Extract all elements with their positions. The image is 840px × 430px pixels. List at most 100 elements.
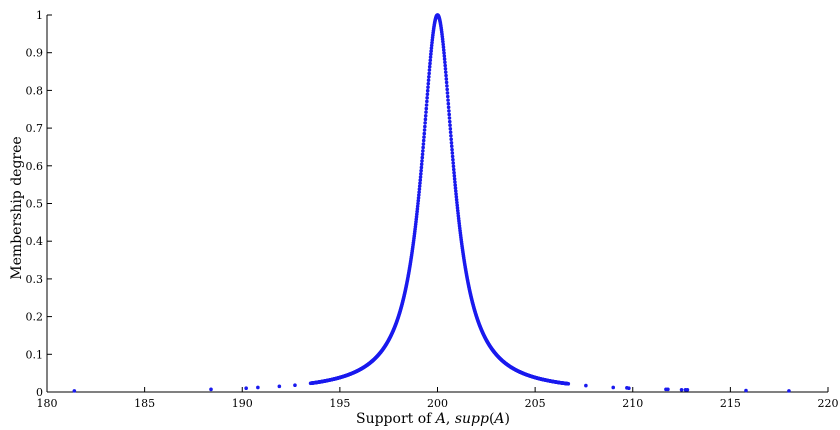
data-point xyxy=(429,46,434,50)
axes: 180 185 190 195 200 205 210 215 220 0 0.1 0.2 0.3 0.4… xyxy=(26,9,839,410)
data-point xyxy=(418,175,423,179)
data-point xyxy=(427,71,431,76)
x-tick-label: 215 xyxy=(720,397,741,410)
data-point xyxy=(446,101,451,106)
data-point xyxy=(421,145,425,150)
data-point xyxy=(425,92,430,97)
data-point xyxy=(415,209,419,214)
data-point xyxy=(443,67,448,71)
data-point xyxy=(451,164,456,169)
data-point xyxy=(451,157,455,162)
data-point xyxy=(448,123,452,127)
data-point xyxy=(627,386,631,391)
data-point xyxy=(419,172,423,176)
data-point xyxy=(421,142,426,146)
data-point xyxy=(447,112,451,117)
data-point xyxy=(424,103,429,107)
data-point xyxy=(417,193,421,197)
data-point xyxy=(422,131,427,136)
data-point xyxy=(423,113,428,118)
y-tick-label: 0.6 xyxy=(26,160,44,173)
data-point xyxy=(426,85,430,89)
data-point xyxy=(419,162,424,167)
data-point xyxy=(428,61,432,66)
data-point xyxy=(455,200,459,205)
data-point xyxy=(450,147,454,152)
data-point xyxy=(453,183,458,187)
data-point xyxy=(420,159,424,163)
data-point xyxy=(449,144,454,149)
data-point xyxy=(446,105,451,110)
data-point xyxy=(455,203,460,208)
data-point xyxy=(454,192,458,196)
data-point xyxy=(421,138,426,143)
y-tick-label: 1 xyxy=(36,9,43,22)
x-tick-label: 205 xyxy=(525,397,546,410)
data-point xyxy=(445,87,449,92)
y-tick-label: 0.5 xyxy=(26,198,44,211)
data-point xyxy=(428,58,433,63)
x-tick-label: 200 xyxy=(427,397,448,410)
data-point xyxy=(454,197,459,202)
data-point xyxy=(427,68,432,72)
data-point xyxy=(427,64,432,69)
y-tick-label: 0.1 xyxy=(26,348,44,361)
data-point xyxy=(442,51,446,55)
data-point xyxy=(417,187,422,191)
data-point xyxy=(445,94,450,99)
data-point xyxy=(421,149,425,153)
data-point xyxy=(424,110,428,114)
data-point xyxy=(425,88,430,93)
data-point xyxy=(429,43,434,48)
data-point xyxy=(445,91,450,95)
data-point xyxy=(451,161,455,165)
data-point xyxy=(450,154,455,159)
data-point xyxy=(422,128,427,132)
data-point xyxy=(417,184,422,188)
data-point xyxy=(449,134,453,138)
data-point xyxy=(442,54,447,58)
data-point xyxy=(415,207,420,211)
data-point xyxy=(453,180,457,184)
data-point xyxy=(787,389,791,393)
data-point xyxy=(415,204,420,209)
data-point xyxy=(428,55,433,59)
data-point xyxy=(420,155,425,160)
data-point xyxy=(417,190,421,194)
data-point xyxy=(441,42,445,47)
data-point xyxy=(419,165,424,170)
y-tick-label: 0.2 xyxy=(26,311,44,324)
data-point xyxy=(456,211,460,216)
data-point xyxy=(443,63,447,68)
data-point xyxy=(244,386,248,391)
data-point xyxy=(429,49,433,53)
y-axis-label: Membership degree xyxy=(9,136,25,279)
data-point xyxy=(584,383,588,388)
data-point xyxy=(450,151,455,155)
data-point xyxy=(426,81,431,86)
data-point xyxy=(445,84,449,88)
data-point xyxy=(425,96,429,100)
data-point xyxy=(448,130,453,135)
data-point xyxy=(426,78,431,83)
data-point xyxy=(442,57,447,61)
data-point xyxy=(453,189,458,193)
data-point xyxy=(441,48,446,52)
data-point xyxy=(448,126,453,131)
y-tick-label: 0.3 xyxy=(26,273,44,286)
data-point xyxy=(441,39,445,44)
data-point xyxy=(209,387,213,392)
x-tick-label: 220 xyxy=(818,397,839,410)
data-point xyxy=(293,383,297,388)
data-point xyxy=(72,389,77,393)
data-point xyxy=(427,74,431,79)
data-point xyxy=(444,77,449,81)
x-tick-label: 195 xyxy=(329,397,350,410)
data-point xyxy=(666,387,670,392)
data-point xyxy=(744,388,748,393)
data-point xyxy=(418,181,422,185)
data-point xyxy=(446,98,450,102)
data-point xyxy=(419,168,423,173)
data-point xyxy=(447,119,452,124)
